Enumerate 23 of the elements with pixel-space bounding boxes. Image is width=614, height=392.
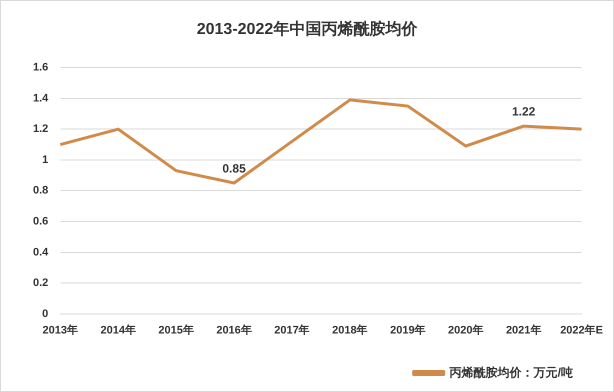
y-tick-label: 1: [42, 154, 48, 166]
y-tick-label: 1.2: [32, 123, 48, 136]
x-tick-label: 2013年: [42, 323, 78, 336]
y-tick-label: 0.2: [32, 277, 48, 290]
data-label: 0.85: [222, 161, 246, 176]
y-tick-label: 0.6: [32, 216, 48, 228]
x-tick-label: 2019年: [390, 323, 426, 336]
data-label: 1.22: [512, 104, 536, 118]
x-tick-label: 2017年: [274, 323, 310, 336]
x-tick-label: 2022年E: [560, 323, 603, 336]
y-tick-label: 0.4: [32, 246, 50, 258]
legend-label: 丙烯酰胺均价：万元/吨: [448, 365, 574, 380]
y-tick-label: 1.6: [32, 62, 48, 74]
y-tick-label: 0: [42, 308, 48, 320]
x-tick-label: 2015年: [158, 323, 194, 336]
x-tick-label: 2020年: [448, 323, 484, 336]
x-tick-label: 2018年: [332, 323, 368, 336]
y-tick-label: 0.8: [32, 184, 48, 197]
x-tick-label: 2016年: [216, 323, 252, 336]
x-tick-label: 2021年: [506, 323, 542, 336]
x-tick-label: 2014年: [100, 323, 136, 336]
y-tick-label: 1.4: [32, 92, 50, 104]
chart-title: 2013-2022年中国丙烯酰胺均价: [196, 19, 418, 40]
